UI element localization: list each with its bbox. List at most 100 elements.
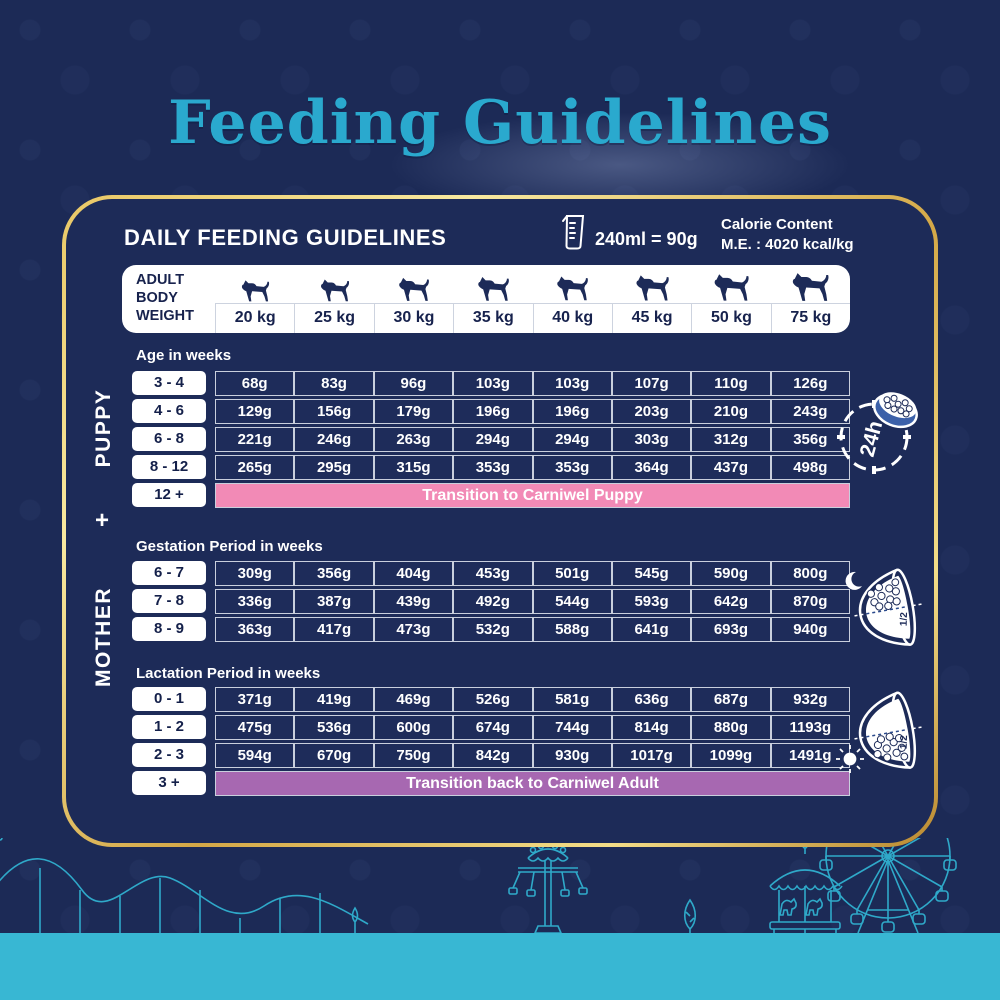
age-pill: 0 - 1 bbox=[132, 687, 206, 711]
age-pill: 6 - 7 bbox=[132, 561, 206, 585]
age-pill: 8 - 12 bbox=[132, 455, 206, 479]
table-cell: 196g bbox=[532, 399, 612, 424]
guidelines-panel: DAILY FEEDING GUIDELINES 240ml = 90g Cal… bbox=[66, 199, 934, 843]
svg-text:1/2: 1/2 bbox=[899, 735, 910, 750]
table-cell: 83g bbox=[294, 371, 374, 396]
table-cell: 103g bbox=[532, 371, 612, 396]
ferris-wheel-icon bbox=[819, 838, 957, 934]
table-cell: 417g bbox=[294, 617, 374, 642]
weight-col-header: 45 kg bbox=[611, 303, 692, 333]
table-cell: 1017g bbox=[611, 743, 692, 768]
weight-col-header: 25 kg bbox=[294, 303, 374, 333]
weight-label-line: BODY bbox=[136, 290, 178, 307]
table-cell: 210g bbox=[691, 399, 771, 424]
age-pill: 1 - 2 bbox=[132, 715, 206, 739]
table-cell: 930g bbox=[532, 743, 612, 768]
swing-ride-icon bbox=[508, 840, 588, 934]
table-row-banner: 12 + Transition to Carniwel Puppy bbox=[122, 483, 850, 508]
table-cell: 246g bbox=[294, 427, 374, 452]
table-row: 0 - 1 371g 419g 469g 526g 581g 636g 687g 932g bbox=[122, 687, 850, 712]
table-row: 2 - 3 594g 670g 750g 842g 930g 1017g 1099g 1491… bbox=[122, 743, 850, 768]
gestation-table: 6 - 7 309g 356g 404g 453g 501g 545g 590g 800g 7… bbox=[122, 561, 850, 645]
bottom-cyan-strip bbox=[0, 933, 1000, 1000]
dog-icon-45kg bbox=[612, 265, 691, 303]
lactation-table: 0 - 1 371g 419g 469g 526g 581g 636g 687g 932g 1… bbox=[122, 687, 850, 799]
table-cell: 593g bbox=[611, 589, 692, 614]
age-pill: 3 - 4 bbox=[132, 371, 206, 395]
guidelines-panel-border: DAILY FEEDING GUIDELINES 240ml = 90g Cal… bbox=[62, 195, 938, 847]
table-cell: 636g bbox=[611, 687, 692, 712]
table-cell: 353g bbox=[453, 455, 533, 480]
table-cell: 870g bbox=[770, 589, 850, 614]
table-cell: 387g bbox=[294, 589, 374, 614]
table-row: 6 - 7 309g 356g 404g 453g 501g 545g 590g 800g bbox=[122, 561, 850, 586]
table-cell: 303g bbox=[611, 427, 692, 452]
table-cell: 315g bbox=[373, 455, 454, 480]
table-cell: 526g bbox=[453, 687, 533, 712]
age-pill: 3 + bbox=[132, 771, 206, 795]
age-pill: 6 - 8 bbox=[132, 427, 206, 451]
table-cell: 814g bbox=[611, 715, 692, 740]
age-pill: 2 - 3 bbox=[132, 743, 206, 767]
table-cell: 179g bbox=[373, 399, 454, 424]
table-row: 8 - 9 363g 417g 473g 532g 588g 641g 693g 940g bbox=[122, 617, 850, 642]
table-cell: 475g bbox=[215, 715, 295, 740]
table-cell: 294g bbox=[453, 427, 533, 452]
dog-icon-20kg bbox=[215, 265, 294, 303]
table-cell: 842g bbox=[453, 743, 533, 768]
table-cell: 588g bbox=[532, 617, 612, 642]
table-cell: 265g bbox=[215, 455, 295, 480]
puppy-table: 3 - 4 68g 83g 96g 103g 103g 107g 110g 126g 4 - … bbox=[122, 371, 850, 511]
transition-banner-adult: Transition back to Carniwel Adult bbox=[215, 771, 850, 796]
table-cell: 196g bbox=[453, 399, 533, 424]
table-cell: 243g bbox=[770, 399, 850, 424]
table-cell: 295g bbox=[294, 455, 374, 480]
page-title: Feeding Guidelines bbox=[168, 88, 832, 159]
calorie-content: Calorie Content M.E. : 4020 kcal/kg bbox=[721, 215, 854, 256]
table-row: 7 - 8 336g 387g 439g 492g 544g 593g 642g 870g bbox=[122, 589, 850, 614]
table-cell: 356g bbox=[294, 561, 374, 586]
measure-equivalence: 240ml = 90g bbox=[560, 213, 698, 251]
table-cell: 532g bbox=[453, 617, 533, 642]
table-cell: 96g bbox=[373, 371, 454, 396]
table-cell: 545g bbox=[611, 561, 692, 586]
weight-label-line: WEIGHT bbox=[136, 307, 194, 324]
moon-icon bbox=[845, 571, 862, 590]
table-row: 8 - 12 265g 295g 315g 353g 353g 364g 437g 498g bbox=[122, 455, 850, 480]
age-pill: 7 - 8 bbox=[132, 589, 206, 613]
table-cell: 356g bbox=[770, 427, 850, 452]
table-cell: 453g bbox=[453, 561, 533, 586]
table-cell: 419g bbox=[294, 687, 374, 712]
table-cell: 687g bbox=[691, 687, 771, 712]
panel-heading: DAILY FEEDING GUIDELINES bbox=[124, 225, 447, 250]
table-cell: 590g bbox=[691, 561, 771, 586]
table-cell: 800g bbox=[770, 561, 850, 586]
dog-icon-30kg bbox=[374, 265, 453, 303]
table-cell: 437g bbox=[691, 455, 771, 480]
calorie-title: Calorie Content bbox=[721, 216, 833, 233]
section-label-mother-plus: + bbox=[95, 507, 110, 534]
weight-col-header: 50 kg bbox=[691, 303, 771, 333]
sun-icon bbox=[836, 745, 864, 773]
puppy-age-header: Age in weeks bbox=[136, 347, 232, 364]
table-row-banner: 3 + Transition back to Carniwel Adult bbox=[122, 771, 850, 796]
table-cell: 363g bbox=[215, 617, 295, 642]
transition-banner-puppy: Transition to Carniwel Puppy bbox=[215, 483, 850, 508]
measuring-cup-icon bbox=[562, 215, 585, 250]
gestation-header: Gestation Period in weeks bbox=[136, 538, 323, 555]
dog-icon-25kg bbox=[294, 265, 373, 303]
dog-icon-35kg bbox=[453, 265, 532, 303]
table-row: 3 - 4 68g 83g 96g 103g 103g 107g 110g 126g bbox=[122, 371, 850, 396]
table-cell: 110g bbox=[691, 371, 771, 396]
age-pill: 8 - 9 bbox=[132, 617, 206, 641]
table-cell: 1099g bbox=[691, 743, 771, 768]
day-half-bowl-icon: 1/2 bbox=[836, 691, 922, 773]
calorie-value: M.E. : 4020 kcal/kg bbox=[721, 236, 854, 254]
table-cell: 932g bbox=[770, 687, 850, 712]
table-cell: 439g bbox=[373, 589, 454, 614]
table-cell: 670g bbox=[294, 743, 374, 768]
tree-icon bbox=[683, 898, 697, 934]
table-cell: 371g bbox=[215, 687, 295, 712]
table-cell: 940g bbox=[770, 617, 850, 642]
age-pill: 12 + bbox=[132, 483, 206, 507]
